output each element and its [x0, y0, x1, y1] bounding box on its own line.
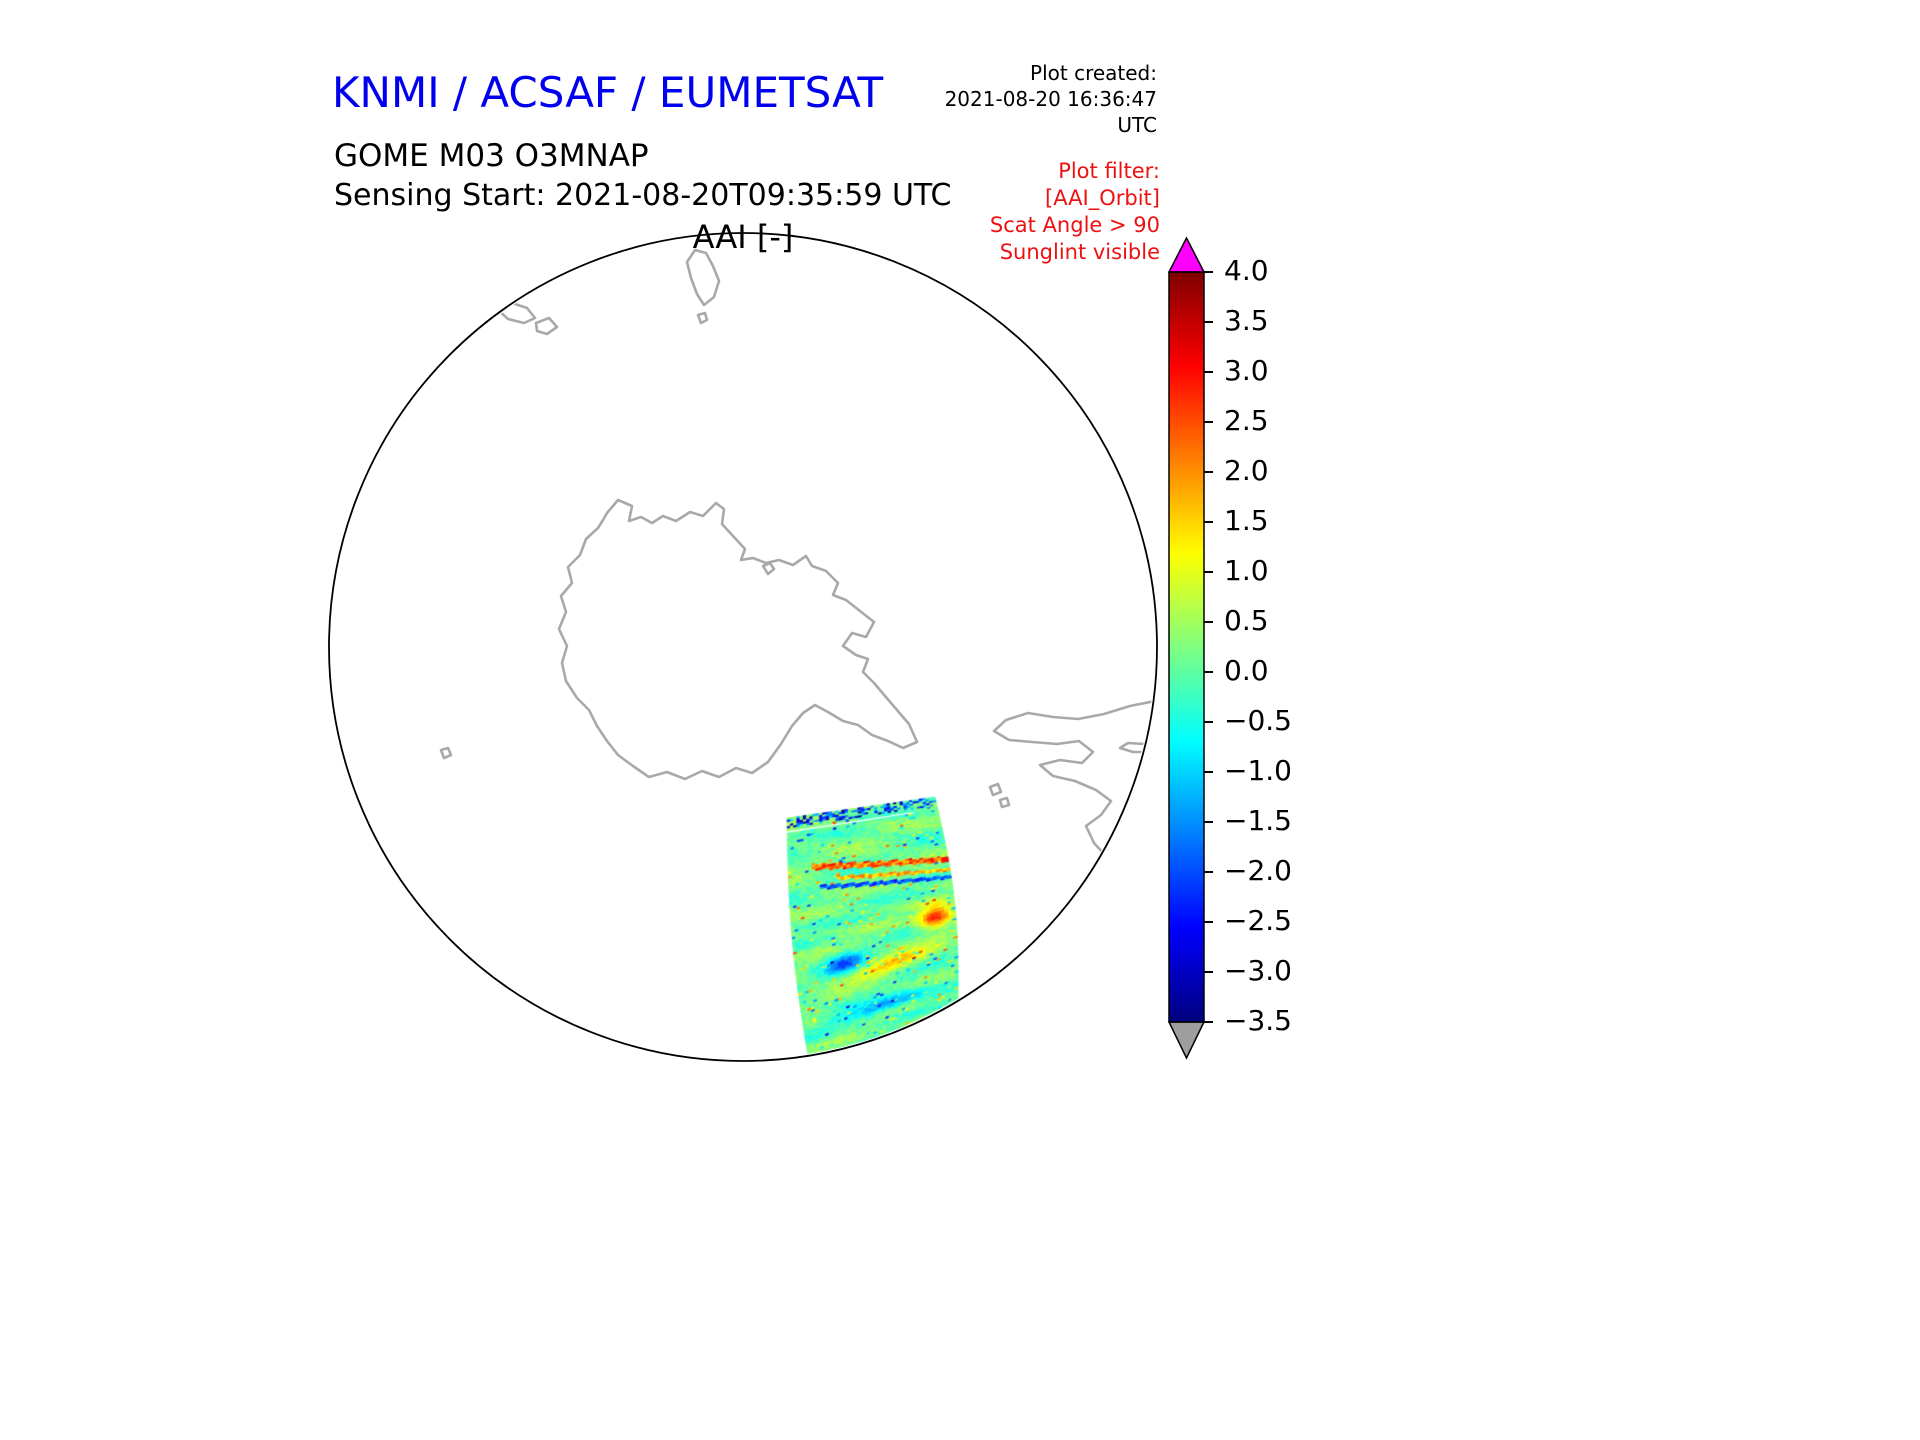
colorbar-tick-label: 4.0 — [1224, 254, 1269, 288]
colorbar-tick-label: −0.5 — [1224, 704, 1292, 738]
colorbar-tick-label: 2.0 — [1224, 454, 1269, 488]
colorbar-tick-label: −3.5 — [1224, 1004, 1292, 1038]
colorbar-tick-label: 3.0 — [1224, 354, 1269, 388]
colorbar-tick-label: 1.0 — [1224, 554, 1269, 588]
colorbar-tick-label: 3.5 — [1224, 304, 1269, 338]
colorbar-tick-label: 0.0 — [1224, 654, 1269, 688]
colorbar-tick-label: −2.5 — [1224, 904, 1292, 938]
colorbar-tick-label: −1.0 — [1224, 754, 1292, 788]
colorbar-tick-label: −2.0 — [1224, 854, 1292, 888]
colorbar-gradient — [1169, 272, 1204, 1022]
colorbar-tick-label: −1.5 — [1224, 804, 1292, 838]
colorbar-tick-label: −3.0 — [1224, 954, 1292, 988]
colorbar-tick-label: 2.5 — [1224, 404, 1269, 438]
colorbar-tick-label: 1.5 — [1224, 504, 1269, 538]
colorbar-tick-label: 0.5 — [1224, 604, 1269, 638]
